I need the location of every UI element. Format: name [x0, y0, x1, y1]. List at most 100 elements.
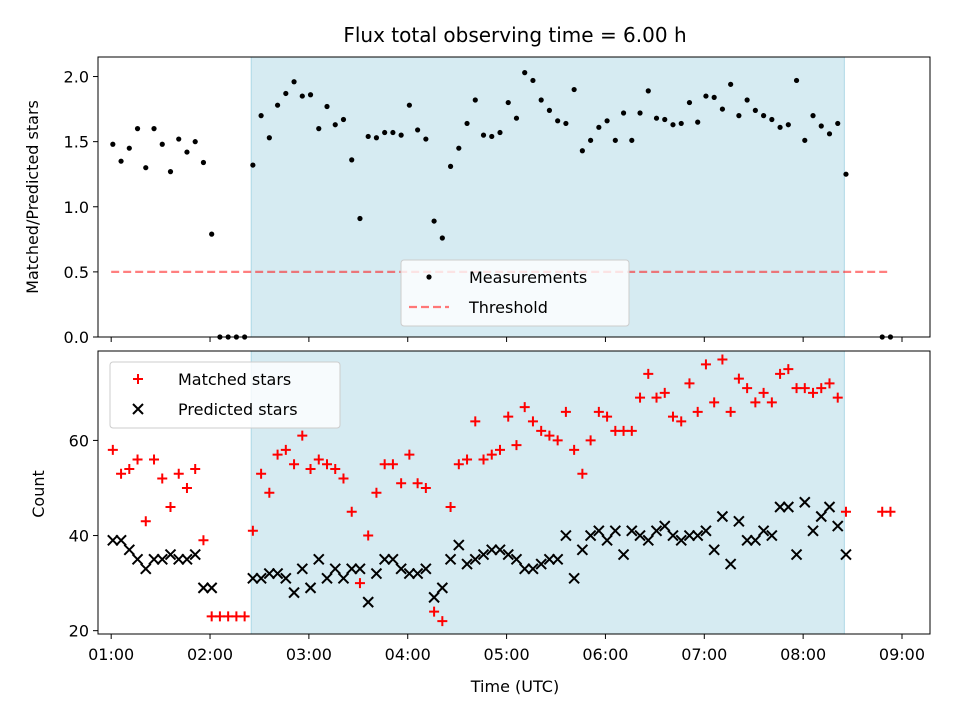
measurement-point	[464, 120, 470, 127]
predicted-star-point	[280, 572, 292, 585]
predicted-star-point	[140, 563, 152, 575]
predicted-star-point	[205, 582, 218, 594]
measurement-point	[513, 115, 520, 121]
matched-star-point	[190, 463, 201, 474]
predicted-star-point	[766, 529, 778, 542]
matched-star-point	[816, 383, 827, 394]
measurement-point	[489, 133, 495, 140]
measurement-point	[686, 99, 693, 106]
predicted-star-point	[626, 525, 638, 537]
measurement-point	[447, 163, 454, 169]
measurement-point	[802, 137, 808, 143]
matched-star-point	[593, 406, 604, 417]
matched-star-point	[676, 416, 687, 427]
matched-star-point	[709, 397, 720, 408]
matched-star-point	[445, 502, 456, 513]
predicted-star-point	[296, 563, 309, 575]
measurement-point	[653, 115, 660, 121]
predicted-star-point	[832, 520, 844, 532]
measurement-point	[167, 169, 174, 175]
matched-star-point	[824, 378, 835, 389]
measurement-point	[785, 122, 791, 128]
predicted-star-point	[131, 553, 144, 566]
matched-star-point	[396, 478, 407, 489]
measurement-point	[110, 141, 116, 147]
predicted-star-point	[568, 572, 580, 585]
matched-star-point	[536, 425, 547, 436]
x-tick-label: 03:00	[286, 645, 332, 664]
matched-star-point	[799, 383, 810, 394]
predicted-star-point	[164, 548, 177, 561]
matched-star-point	[297, 430, 308, 441]
matched-star-point	[354, 578, 365, 589]
x-tick-label: 06:00	[582, 645, 628, 664]
predicted-star-point	[469, 553, 481, 566]
predicted-star-point	[486, 544, 498, 556]
matched-star-point	[783, 364, 794, 375]
measurement-point	[431, 218, 437, 224]
measurement-point	[835, 120, 841, 127]
predicted-star-point	[362, 596, 374, 608]
x-tick-label: 01:00	[88, 645, 134, 664]
measurement-point	[258, 113, 264, 119]
measurement-point	[530, 77, 536, 84]
matched-star-point	[742, 383, 753, 394]
matched-star-point	[305, 463, 316, 474]
measurement-point	[324, 103, 330, 110]
predicted-star-point	[329, 563, 341, 575]
bottom-legend: Matched stars Predicted stars	[109, 361, 341, 429]
predicted-star-point	[757, 525, 770, 537]
predicted-star-point	[741, 534, 753, 547]
matched-star-point	[626, 425, 637, 436]
matched-star-point	[132, 454, 143, 465]
measurement-point	[472, 97, 478, 103]
matched-star-point	[322, 459, 333, 470]
predicted-star-point	[107, 534, 119, 547]
measurement-point	[266, 135, 272, 141]
predicted-star-point	[683, 529, 696, 542]
matched-star-point	[140, 516, 151, 527]
measurement-point	[406, 102, 412, 108]
measurement-point	[415, 127, 421, 133]
matched-star-point	[750, 397, 761, 408]
measurement-point	[200, 159, 207, 166]
matched-star-point	[371, 487, 382, 498]
measurement-point	[382, 129, 388, 136]
matched-star-point	[239, 611, 250, 622]
measurement-point	[637, 110, 643, 116]
predicted-star-point	[453, 539, 465, 551]
predicted-star-point	[436, 582, 449, 594]
y-tick-label: 1.0	[64, 198, 89, 217]
matched-star-point	[363, 530, 374, 541]
predicted-star-point	[321, 572, 333, 585]
predicted-star-point	[543, 553, 556, 566]
matched-star-point	[717, 354, 728, 365]
predicted-star-point	[708, 544, 720, 556]
matched-star-point	[412, 478, 423, 489]
y-tick-label: 1.5	[64, 133, 89, 152]
predicted-star-point	[510, 553, 523, 566]
predicted-star-point	[148, 553, 160, 566]
matched-star-point	[116, 468, 127, 479]
measurement-point	[332, 122, 338, 128]
matched-star-point	[280, 444, 291, 455]
matched-star-point	[602, 411, 613, 422]
measurement-point	[118, 158, 124, 164]
matched-star-point	[766, 397, 777, 408]
legend-box	[109, 361, 341, 429]
measurement-point	[209, 231, 215, 237]
measurement-point	[736, 113, 742, 119]
matched-star-point	[346, 506, 357, 517]
measurement-point	[612, 137, 618, 143]
matched-star-point	[107, 444, 118, 455]
predicted-star-point	[378, 553, 391, 566]
predicted-star-point	[387, 553, 399, 566]
matched-star-point	[692, 406, 703, 417]
measurement-point	[316, 126, 322, 132]
measurement-point	[629, 137, 635, 143]
matched-star-point	[885, 506, 896, 517]
x-tick-label: 09:00	[879, 645, 925, 664]
measurement-point	[645, 88, 651, 94]
legend-label: Matched stars	[178, 370, 291, 389]
